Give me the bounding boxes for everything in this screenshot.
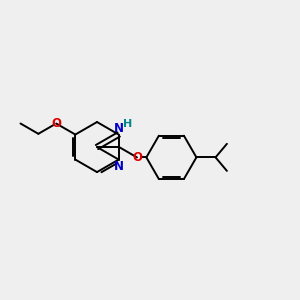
Text: H: H [123,118,132,129]
Text: O: O [51,117,61,130]
Text: O: O [132,151,142,164]
Text: N: N [114,160,124,172]
Text: N: N [114,122,124,135]
